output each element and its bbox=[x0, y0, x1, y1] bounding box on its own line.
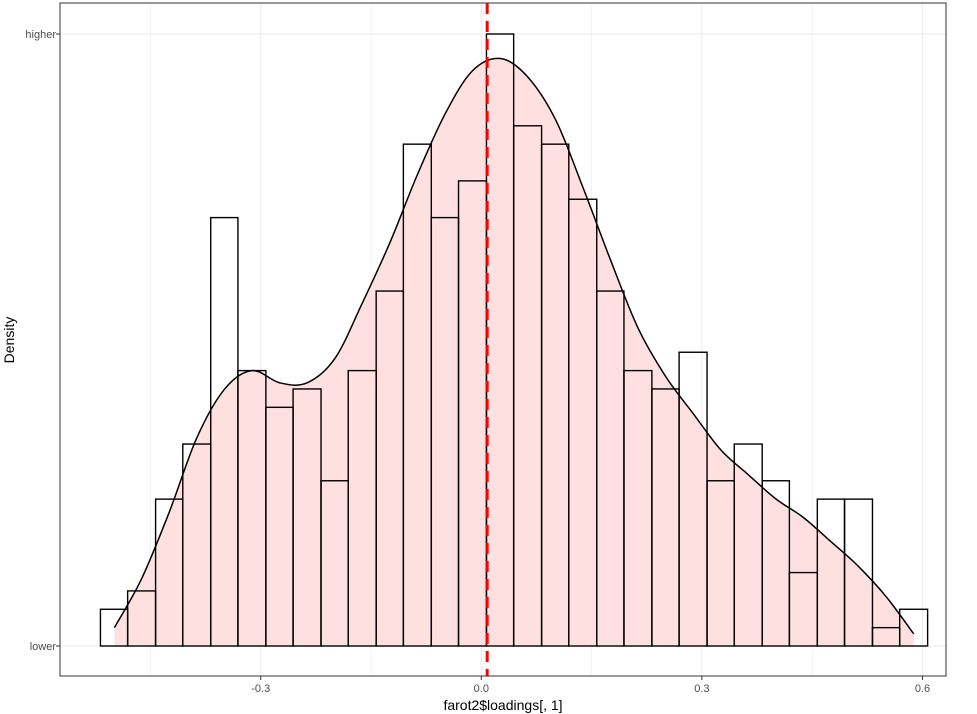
x-axis-title: farot2$loadings[, 1] bbox=[443, 697, 562, 713]
x-tick-label: 0.0 bbox=[474, 683, 489, 695]
x-tick-label: 0.3 bbox=[694, 683, 709, 695]
panel-border bbox=[59, 2, 947, 677]
y-axis-ticks: higher lower bbox=[25, 29, 60, 653]
histogram-bar-30 bbox=[898, 608, 929, 647]
x-tick-label: 0.6 bbox=[915, 683, 930, 695]
x-tick-label: -0.3 bbox=[251, 683, 270, 695]
density-line bbox=[113, 57, 915, 635]
x-axis-ticks: -0.3 0.0 0.3 0.6 bbox=[251, 676, 930, 695]
histogram-bar-25 bbox=[761, 480, 791, 647]
histogram-bars bbox=[99, 33, 929, 647]
y-tick-label: higher bbox=[25, 29, 56, 41]
density-curve bbox=[113, 57, 915, 635]
histogram-bar-28 bbox=[843, 498, 874, 647]
y-tick-label: lower bbox=[30, 641, 57, 653]
y-axis-title: Density bbox=[1, 317, 17, 364]
